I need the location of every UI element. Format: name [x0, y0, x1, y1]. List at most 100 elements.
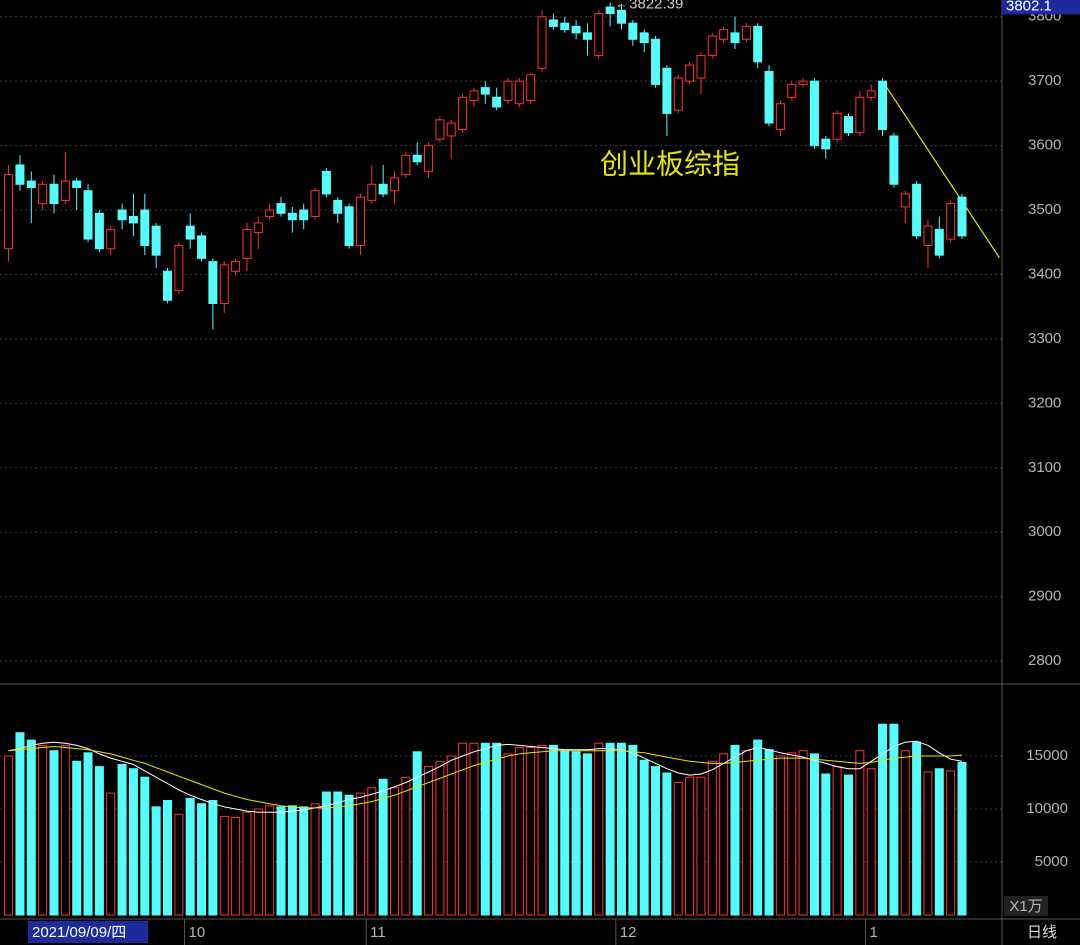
candle-body	[662, 67, 672, 114]
volume-bar	[390, 787, 399, 916]
volume-bar	[503, 753, 513, 916]
volume-bar	[685, 776, 695, 916]
volume-bar	[446, 755, 456, 916]
volume-bar	[469, 742, 479, 916]
candle-body	[526, 74, 536, 102]
candle-body	[855, 96, 865, 134]
candle-body	[310, 190, 320, 217]
candle-body	[174, 244, 184, 292]
candle-body	[764, 71, 774, 124]
candle-body	[253, 222, 263, 234]
x-tick-label: 10	[189, 924, 206, 941]
unit-label: X1万	[1009, 898, 1042, 915]
y-tick-label: 3600	[1028, 137, 1061, 154]
y-tick-label: 3200	[1028, 394, 1061, 411]
candle-body	[401, 154, 411, 176]
volume-bar	[94, 766, 104, 916]
volume-bar	[424, 766, 434, 916]
y-tick-label: 15000	[1026, 747, 1068, 764]
volume-bar	[889, 723, 899, 916]
volume-bar	[401, 776, 411, 916]
volume-bar	[594, 742, 604, 916]
candle-body	[934, 228, 944, 256]
volume-bar	[140, 776, 150, 916]
candle-body	[696, 54, 706, 79]
volume-bar	[378, 778, 388, 916]
volume-bar	[957, 761, 967, 916]
volume-bar	[662, 772, 672, 916]
volume-bar	[673, 782, 683, 916]
volume-bar	[582, 753, 592, 916]
candle-body	[821, 138, 831, 150]
candle-body	[503, 80, 513, 102]
candle-body	[265, 209, 275, 217]
volume-bar	[253, 808, 263, 916]
volume-bar	[696, 776, 706, 916]
volume-bar	[900, 750, 910, 916]
volume-bar	[537, 744, 547, 916]
volume-bar	[480, 742, 490, 916]
volume-bar	[128, 768, 138, 916]
candle-body	[651, 38, 661, 85]
candle-body	[117, 209, 127, 221]
max-arrow: ←	[615, 0, 628, 11]
y-tick-label: 3300	[1028, 330, 1061, 347]
volume-bar	[38, 744, 48, 916]
candle-body	[617, 9, 626, 24]
x-tick-label: 1	[870, 924, 878, 941]
volume-bar	[878, 723, 888, 916]
y-tick-label: 3000	[1028, 523, 1061, 540]
volume-bar	[435, 760, 445, 916]
volume-bar	[866, 768, 876, 916]
volume-bar	[4, 755, 14, 916]
candle-body	[446, 122, 456, 137]
volume-bar	[299, 806, 309, 916]
candle-body	[4, 174, 14, 250]
volume-bar	[934, 768, 944, 916]
max-label: 3822.39	[629, 0, 683, 12]
cursor-date-box	[28, 921, 148, 943]
candle-body	[333, 199, 343, 214]
volume-bar	[231, 816, 241, 916]
volume-bar	[344, 794, 354, 916]
volume-bar	[15, 732, 25, 916]
candle-body	[38, 183, 48, 205]
volume-ma-line	[8, 745, 963, 809]
volume-bar	[60, 744, 70, 916]
candle-body	[889, 135, 899, 185]
y-tick-label: 3100	[1028, 459, 1061, 476]
volume-bar	[753, 739, 763, 916]
candle-body	[15, 164, 25, 185]
candle-body	[197, 235, 207, 259]
volume-bar	[197, 803, 207, 916]
candle-body	[957, 196, 967, 237]
candle-body	[946, 203, 956, 240]
volume-bar	[458, 742, 468, 916]
volume-bar	[526, 747, 536, 916]
candle-body	[344, 206, 354, 246]
y-tick-label: 2900	[1028, 588, 1061, 605]
candle-body	[798, 80, 808, 85]
volume-bar	[242, 811, 252, 916]
y-tick-label: 3700	[1028, 72, 1061, 89]
candle-body	[912, 183, 922, 237]
candle-body	[594, 13, 604, 56]
candle-body	[424, 145, 434, 172]
candle-body	[378, 183, 388, 195]
volume-bar	[730, 744, 740, 916]
volume-bar	[163, 800, 172, 916]
candle-body	[548, 19, 558, 27]
y-tick-label: 2800	[1028, 652, 1061, 669]
volume-bar	[185, 797, 195, 916]
volume-bar	[571, 751, 581, 916]
candle-body	[412, 154, 422, 163]
volume-bar	[628, 744, 638, 916]
volume-bar	[809, 753, 819, 916]
volume-bar	[208, 800, 218, 916]
volume-bar	[764, 749, 774, 916]
volume-bar	[276, 806, 286, 916]
candle-body	[639, 32, 649, 44]
candle-body	[140, 209, 150, 246]
candle-body	[242, 228, 252, 259]
candle-body	[94, 212, 104, 250]
